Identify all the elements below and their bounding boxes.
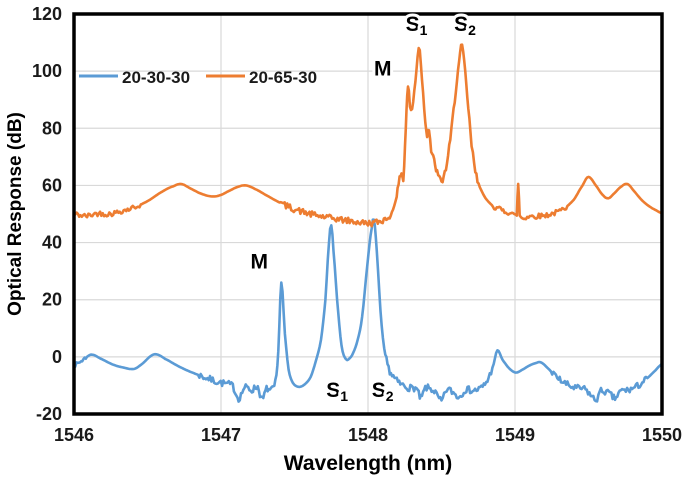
y-tick-label: 120 <box>32 4 62 24</box>
series-line-20-65-30 <box>72 43 664 228</box>
x-tick-label: 1548 <box>348 425 388 445</box>
annotation-20-65-30-M: M <box>374 57 392 80</box>
x-axis-title: Wavelength (nm) <box>284 452 452 475</box>
annotation-20-30-30-M: M <box>250 250 268 273</box>
x-axis-tick-labels: 1546 1547 1548 1549 1550 <box>54 425 682 445</box>
x-tick-label: 1549 <box>495 425 535 445</box>
y-axis-tick-labels: -20 0 20 40 60 80 100 120 <box>32 4 62 424</box>
y-tick-label: 80 <box>42 118 62 138</box>
annotation-20-30-30-S2: S2 <box>372 379 394 404</box>
annotations-layer: M S1 S2 M S1 S2 <box>247 10 479 407</box>
series-line-20-30-30 <box>72 218 664 403</box>
y-tick-label: 60 <box>42 175 62 195</box>
y-axis-title: Optical Response (dB) <box>5 112 26 316</box>
plot-border <box>72 12 664 416</box>
y-tick-label: 40 <box>42 233 62 253</box>
y-tick-label: 20 <box>42 290 62 310</box>
y-tick-label: 100 <box>32 61 62 81</box>
legend: 20-30-30 20-65-30 <box>79 68 317 87</box>
series-layer <box>72 43 664 403</box>
legend-label: 20-65-30 <box>249 68 317 87</box>
annotation-20-65-30-S2: S2 <box>454 13 476 38</box>
annotation-20-65-30-S1: S1 <box>406 13 428 38</box>
annotation-20-30-30-S1: S1 <box>326 379 348 404</box>
y-tick-label: 0 <box>52 347 62 367</box>
x-tick-label: 1550 <box>642 425 682 445</box>
x-tick-label: 1547 <box>201 425 241 445</box>
legend-item-20-65-30: 20-65-30 <box>206 68 317 87</box>
legend-item-20-30-30: 20-30-30 <box>79 68 190 87</box>
x-tick-label: 1546 <box>54 425 94 445</box>
legend-label: 20-30-30 <box>122 68 190 87</box>
y-tick-label: -20 <box>36 404 62 424</box>
